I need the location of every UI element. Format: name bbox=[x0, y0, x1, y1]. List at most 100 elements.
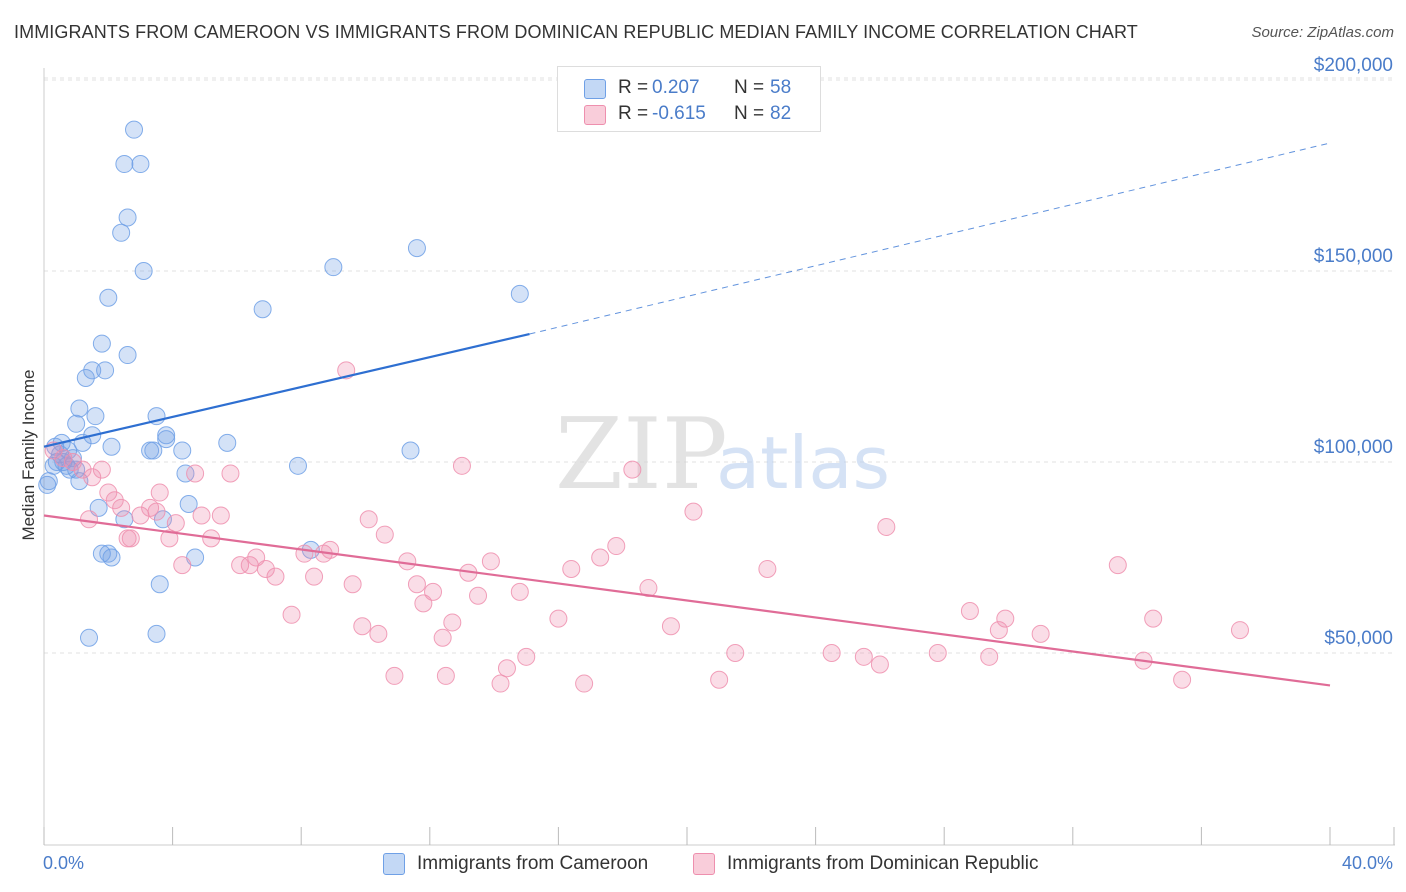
point-series1-63 bbox=[661, 617, 680, 636]
point-series1-58 bbox=[575, 674, 594, 693]
watermark-atlas: atlas bbox=[716, 421, 890, 505]
point-series0-22 bbox=[92, 334, 111, 353]
point-series1-68 bbox=[822, 644, 841, 662]
point-series0-56 bbox=[80, 628, 99, 647]
point-series1-3 bbox=[73, 460, 92, 479]
point-series1-41 bbox=[398, 552, 417, 571]
point-series1-53 bbox=[497, 659, 516, 678]
point-series0-40 bbox=[218, 433, 237, 452]
point-series1-69 bbox=[854, 647, 873, 666]
point-series1-73 bbox=[960, 601, 979, 620]
point-series0-28 bbox=[115, 155, 134, 174]
legend-n-label: N = bbox=[734, 77, 765, 98]
point-series0-30 bbox=[125, 120, 144, 139]
legend: R = 0.207 N = 58 R = -0.615 N = 82 bbox=[557, 66, 821, 132]
point-series1-23 bbox=[221, 464, 240, 483]
point-series1-2 bbox=[63, 453, 82, 471]
legend-r-value-dominican: -0.615 bbox=[652, 103, 706, 124]
point-series1-9 bbox=[112, 498, 131, 517]
point-series1-6 bbox=[99, 483, 118, 502]
point-series1-28 bbox=[266, 567, 285, 586]
legend-swatch-dominican bbox=[584, 105, 606, 125]
point-series0-46 bbox=[510, 284, 529, 303]
point-series1-4 bbox=[83, 468, 102, 487]
point-series1-19 bbox=[186, 464, 205, 483]
point-series1-11 bbox=[121, 529, 140, 548]
legend-swatch-cameroon bbox=[584, 79, 606, 99]
point-series1-67 bbox=[758, 559, 777, 578]
point-series0-16 bbox=[70, 399, 89, 418]
point-series0-26 bbox=[112, 223, 131, 242]
point-series0-41 bbox=[253, 300, 272, 319]
point-series1-78 bbox=[1108, 556, 1127, 575]
point-series1-56 bbox=[549, 609, 568, 628]
point-series0-50 bbox=[102, 548, 121, 567]
point-series1-59 bbox=[591, 548, 610, 567]
chart-title: IMMIGRANTS FROM CAMEROON VS IMMIGRANTS F… bbox=[14, 22, 1138, 42]
point-series0-48 bbox=[92, 544, 111, 563]
trend-line-cameroon bbox=[43, 332, 530, 448]
point-series1-31 bbox=[305, 567, 324, 586]
point-series1-75 bbox=[989, 621, 1008, 640]
point-series1-5 bbox=[92, 460, 111, 479]
point-series1-15 bbox=[150, 483, 169, 502]
point-series1-20 bbox=[192, 506, 211, 525]
point-series1-40 bbox=[385, 666, 404, 685]
point-series1-43 bbox=[414, 594, 433, 613]
point-series1-76 bbox=[996, 609, 1015, 628]
point-series0-18 bbox=[83, 361, 102, 380]
point-series1-72 bbox=[928, 644, 947, 662]
bottom-legend-swatch-cameroon bbox=[383, 853, 405, 875]
trend-line-dominican bbox=[43, 514, 1331, 687]
bottom-legend-label-dominican: Immigrants from Dominican Republic bbox=[727, 853, 1039, 874]
point-series1-54 bbox=[510, 582, 529, 601]
point-series1-50 bbox=[469, 586, 488, 605]
point-series1-33 bbox=[321, 540, 340, 559]
y-axis-title: Median Family Income bbox=[19, 369, 38, 540]
point-series1-16 bbox=[160, 529, 179, 548]
y-tick-label-1: $100,000 bbox=[1314, 437, 1393, 458]
x-tick-label-0: 0.0% bbox=[43, 853, 84, 873]
point-series0-19 bbox=[86, 407, 105, 426]
legend-n-value-dominican: 82 bbox=[770, 103, 792, 124]
bottom-legend-swatch-dominican bbox=[693, 853, 715, 875]
point-series0-39 bbox=[179, 495, 198, 514]
legend-r-value-cameroon: 0.207 bbox=[652, 77, 700, 98]
point-series1-17 bbox=[166, 514, 185, 533]
point-series1-61 bbox=[623, 460, 642, 479]
point-series0-24 bbox=[118, 346, 137, 365]
watermark-zip: ZIP bbox=[555, 398, 728, 512]
y-tick-label-2: $150,000 bbox=[1314, 246, 1393, 267]
point-series1-29 bbox=[282, 605, 301, 624]
point-series1-1 bbox=[54, 449, 73, 468]
legend-n-label: N = bbox=[734, 103, 765, 124]
point-series1-70 bbox=[870, 655, 889, 674]
point-series1-57 bbox=[562, 559, 581, 578]
point-series0-27 bbox=[118, 208, 137, 227]
point-series1-52 bbox=[491, 674, 510, 693]
point-series0-25 bbox=[99, 288, 118, 307]
point-series1-27 bbox=[256, 559, 275, 578]
point-series0-55 bbox=[150, 575, 169, 594]
point-series1-77 bbox=[1031, 624, 1050, 643]
point-series1-8 bbox=[80, 510, 99, 529]
point-series1-47 bbox=[443, 613, 462, 632]
legend-r-label: R = bbox=[618, 77, 649, 98]
y-tick-label-0: $50,000 bbox=[1324, 628, 1393, 649]
point-series1-55 bbox=[517, 647, 536, 666]
point-series0-21 bbox=[96, 361, 115, 380]
axes-layer: $50,000 $100,000 $150,000 $200,000 0.0% 40.0% bbox=[43, 55, 1395, 873]
point-series1-35 bbox=[343, 575, 362, 594]
point-series0-35 bbox=[157, 430, 176, 449]
legend-n-value-cameroon: 58 bbox=[770, 77, 792, 98]
source-label: Source: ZipAtlas.com bbox=[1251, 24, 1394, 41]
trend-line-cameroon-projection bbox=[529, 142, 1331, 335]
point-series1-39 bbox=[375, 525, 394, 544]
point-series1-14 bbox=[147, 502, 166, 521]
point-series1-45 bbox=[433, 628, 452, 647]
point-series0-33 bbox=[144, 441, 163, 460]
points-layer bbox=[38, 120, 1249, 693]
point-series1-80 bbox=[1144, 609, 1163, 628]
bottom-legend-label-cameroon: Immigrants from Cameroon bbox=[417, 853, 649, 874]
